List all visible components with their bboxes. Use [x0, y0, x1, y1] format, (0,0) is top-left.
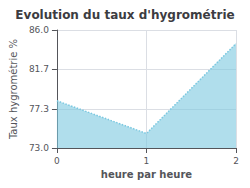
svg-text:86.0: 86.0 [29, 25, 49, 35]
svg-text:0: 0 [54, 156, 60, 166]
svg-text:2: 2 [233, 156, 239, 166]
svg-text:77.3: 77.3 [29, 104, 49, 114]
svg-text:Evolution du taux d'hygrométri: Evolution du taux d'hygrométrie [15, 8, 234, 22]
svg-text:73.0: 73.0 [29, 143, 49, 153]
svg-text:heure par heure: heure par heure [101, 169, 192, 180]
svg-text:1: 1 [144, 156, 150, 166]
svg-text:Taux hygrométrie %: Taux hygrométrie % [8, 39, 19, 140]
svg-text:81.7: 81.7 [29, 64, 49, 74]
